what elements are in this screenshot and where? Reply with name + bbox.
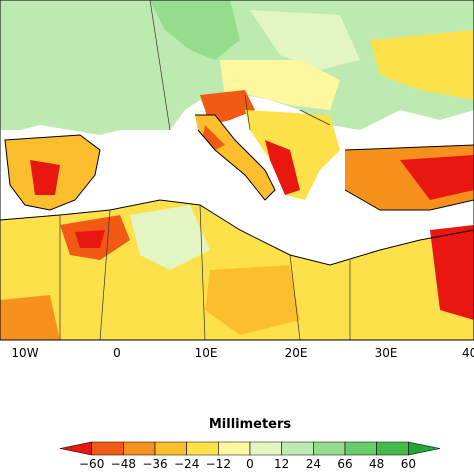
coastline — [0, 114, 474, 266]
colorbar-segment — [408, 441, 441, 456]
lon-label: 30E — [375, 346, 398, 360]
land-patch — [203, 125, 225, 150]
colorbar-tick-label: 24 — [306, 457, 321, 471]
colorbar-tick-label: 12 — [274, 457, 289, 471]
colorbar-segment — [281, 441, 314, 456]
colorbar-segment — [59, 441, 92, 456]
legend-title: Millimeters — [209, 417, 292, 432]
lon-label: 10W — [11, 346, 38, 360]
colorbar-tick-label: −36 — [142, 457, 167, 471]
colorbar-tick-label: −24 — [174, 457, 199, 471]
lon-label: 0 — [113, 346, 121, 360]
land-patch — [0, 295, 60, 340]
colorbar-tick-label: 0 — [246, 457, 254, 471]
colorbar-tick-label: −12 — [206, 457, 231, 471]
land-patch — [220, 60, 340, 110]
colorbar-tick-label: 60 — [401, 457, 416, 471]
colorbar-segment — [376, 441, 409, 456]
colorbar-segment — [313, 441, 346, 456]
borders — [59, 0, 351, 341]
colorbar: −60 −48 −36 −24 −12 0 12 24 66 48 60 — [59, 441, 441, 471]
lon-label: 20E — [285, 346, 308, 360]
colorbar-segment — [123, 441, 156, 456]
colorbar-segment — [186, 441, 219, 456]
land-patch — [265, 140, 300, 195]
map-frame — [0, 0, 474, 341]
colorbar-segment — [249, 441, 282, 456]
lon-label: 40 — [462, 346, 474, 360]
map — [0, 0, 474, 341]
colorbar-tick-label: 48 — [369, 457, 384, 471]
lon-label: 10E — [195, 346, 218, 360]
land-patch — [130, 205, 210, 270]
colorbar-tick-label: 66 — [337, 457, 352, 471]
land-patch — [30, 160, 60, 195]
land-patch — [205, 265, 300, 335]
land-patch — [400, 155, 474, 200]
colorbar-segment — [91, 441, 124, 456]
land-patch — [75, 230, 105, 248]
land-patch — [370, 30, 474, 100]
colorbar-segment — [218, 441, 251, 456]
land-patch — [250, 10, 360, 70]
balkans-land — [245, 110, 340, 200]
land-patch — [430, 225, 474, 320]
colorbar-segment — [344, 441, 377, 456]
land-patch — [150, 0, 240, 60]
colorbar-tick-label: −60 — [79, 457, 104, 471]
colorbar-segment — [154, 441, 187, 456]
colorbar-tick-label: −48 — [111, 457, 136, 471]
